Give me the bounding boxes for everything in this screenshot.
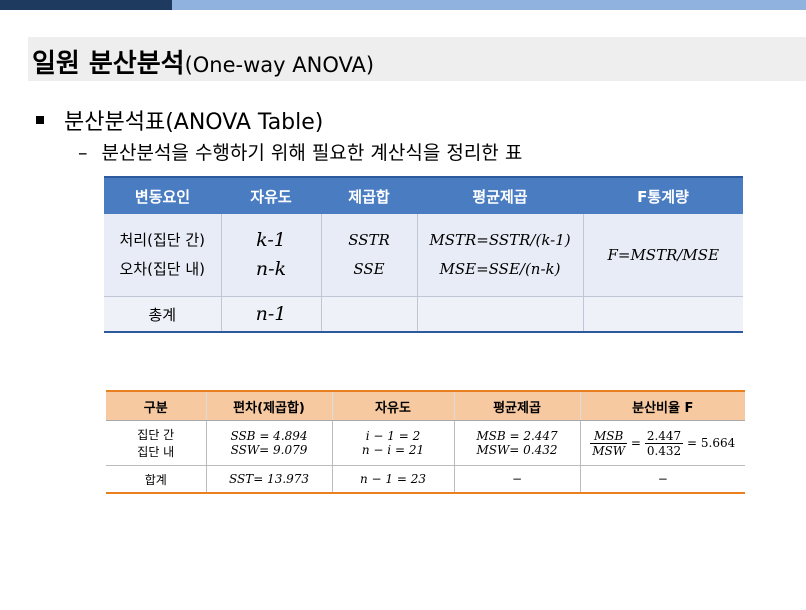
total-df: n-1 <box>221 296 322 333</box>
ssb-value: SSB = 4.894 <box>230 429 308 443</box>
anova-formula-table: 변동요인 자유도 제곱합 평균제곱 F통계량 처리(집단 간) 오차(집단 내) … <box>104 176 743 333</box>
ss-cell: SSB = 4.894 SSW= 9.079 <box>206 420 333 466</box>
header-cell: 자유도 <box>221 176 321 214</box>
ss-cell: SSTR SSE <box>321 214 418 297</box>
header-cell: 평균제곱 <box>454 390 581 421</box>
error-df: n-k <box>255 258 287 280</box>
df-between: i − 1 = 2 <box>365 429 421 443</box>
header-cell: 편차(제곱합) <box>206 390 333 421</box>
f-ratio-cell: MSB MSW = 2.447 0.432 = 5.664 <box>580 420 745 466</box>
error-ss: SSE <box>353 260 385 278</box>
bullet-text: 분산분석표(ANOVA Table) <box>64 110 324 135</box>
within-label: 집단 내 <box>137 445 175 459</box>
table-row: 합계 SST= 13.973 n − 1 = 23 − − <box>106 465 745 494</box>
sub-bullet: – 분산분석을 수행하기 위해 필요한 계산식을 정리한 표 <box>78 138 522 165</box>
df-total: n − 1 = 23 <box>332 465 455 494</box>
f-num-numeric: 2.447 <box>644 428 684 444</box>
ms-cell: MSB = 2.447 MSW= 0.432 <box>454 420 581 466</box>
f-total: − <box>580 465 745 494</box>
title-main: 일원 분산분석 <box>32 49 185 79</box>
header-cell: 변동요인 <box>104 176 221 214</box>
empty-cell <box>321 296 418 333</box>
table-header-row: 변동요인 자유도 제곱합 평균제곱 F통계량 <box>104 176 743 214</box>
bullet-anova-table: 분산분석표(ANOVA Table) <box>36 104 323 136</box>
msb-value: MSB = 2.447 <box>476 429 558 443</box>
df-within: n − i = 21 <box>361 443 425 457</box>
f-den-numeric: 0.432 <box>646 443 682 458</box>
source-cell: 처리(집단 간) 오차(집단 내) <box>104 214 222 297</box>
title-band <box>28 37 806 81</box>
title-sub: (One-way ANOVA) <box>184 53 375 77</box>
equals-sign: = <box>630 435 641 450</box>
empty-cell <box>417 296 584 333</box>
between-label: 집단 간 <box>137 428 175 442</box>
f-num-symbolic: MSB <box>590 429 628 444</box>
treat-label: 처리(집단 간) <box>119 231 205 249</box>
f-fraction-symbolic: MSB MSW <box>590 429 628 458</box>
treat-ms: MSTR=SSTR/(k-1) <box>429 231 571 249</box>
ms-total: − <box>454 465 581 494</box>
table-row: 처리(집단 간) 오차(집단 내) k-1 n-k SSTR SSE MSTR=SST… <box>104 214 743 297</box>
f-fraction-numeric: 2.447 0.432 <box>644 428 684 458</box>
error-label: 오차(집단 내) <box>119 260 205 278</box>
square-bullet-icon <box>36 116 44 124</box>
header-cell: 평균제곱 <box>417 176 583 214</box>
header-cell: 분산비율 F <box>580 390 745 421</box>
f-result: = 5.664 <box>687 435 736 450</box>
f-den-symbolic: MSW <box>592 443 626 458</box>
df-cell: k-1 n-k <box>221 214 322 297</box>
table-header-row: 구분 편차(제곱합) 자유도 평균제곱 분산비율 F <box>106 390 745 421</box>
sub-bullet-text: 분산분석을 수행하기 위해 필요한 계산식을 정리한 표 <box>101 142 523 164</box>
dash-bullet-icon: – <box>78 142 88 164</box>
header-cell: 자유도 <box>332 390 455 421</box>
ssw-value: SSW= 9.079 <box>230 443 308 457</box>
slide-title: 일원 분산분석(One-way ANOVA) <box>32 43 374 80</box>
top-bar-light <box>172 0 806 10</box>
header-cell: 구분 <box>106 390 207 421</box>
msw-value: MSW= 0.432 <box>476 443 558 457</box>
empty-cell <box>583 296 743 333</box>
total-label: 합계 <box>106 465 207 494</box>
treat-ss: SSTR <box>348 231 390 249</box>
top-bar-dark <box>0 0 172 10</box>
table-row: 총계 n-1 <box>104 296 743 333</box>
treat-df: k-1 <box>256 229 286 251</box>
total-label: 총계 <box>104 296 222 333</box>
error-ms: MSE=SSE/(n-k) <box>439 260 561 278</box>
header-cell: F통계량 <box>583 176 743 214</box>
sst-value: SST= 13.973 <box>206 465 333 494</box>
header-cell: 제곱합 <box>321 176 417 214</box>
f-cell: F=MSTR/MSE <box>583 214 743 297</box>
ms-cell: MSTR=SSTR/(k-1) MSE=SSE/(n-k) <box>417 214 584 297</box>
